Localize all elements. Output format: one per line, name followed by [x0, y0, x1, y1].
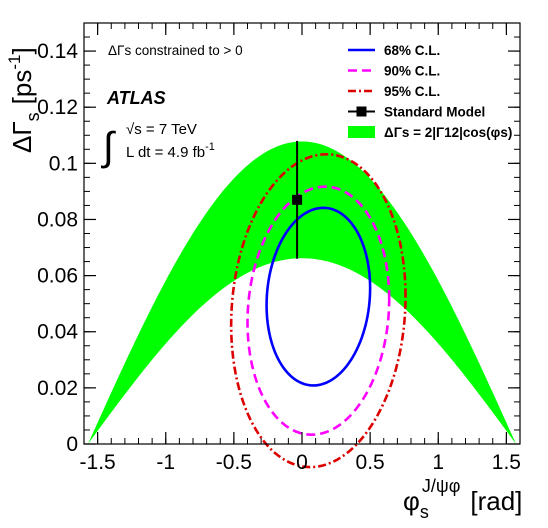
- legend-label: Standard Model: [384, 105, 485, 120]
- standard-model-point: [292, 140, 303, 259]
- y-tick-label: 0.14: [37, 40, 78, 63]
- contour-2: [246, 185, 391, 437]
- legend-swatch-marker: [356, 106, 367, 117]
- energy-label: √s = 7 TeV: [126, 121, 197, 138]
- y-tick-label: 0.04: [37, 321, 78, 344]
- y-tick-label: 0.12: [37, 96, 78, 119]
- y-tick-label: 0.1: [49, 152, 78, 175]
- x-tick-label: -0.5: [216, 451, 252, 474]
- legend-label: ΔΓs = 2|Γ12|cos(φs): [384, 125, 512, 140]
- x-tick-label: -1.5: [80, 451, 116, 474]
- constraint-note: ΔΓs constrained to > 0: [108, 43, 243, 58]
- y-tick-label: 0.06: [37, 265, 78, 288]
- sm-marker: [292, 194, 303, 205]
- contour-3: [229, 152, 407, 469]
- confidence-contours: [229, 152, 407, 469]
- legend-swatch-fill: [348, 126, 375, 138]
- legend-label: 68% C.L.: [384, 43, 440, 58]
- y-axis-ticks: 0 0.02 0.04 0.06 0.08 0.1 0.12 0.14: [37, 22, 520, 456]
- x-axis-title: φsJ/ψφ [rad]: [403, 476, 522, 522]
- legend: 68% C.L. 90% C.L. 95% C.L. Standard Model ΔΓ…: [348, 43, 512, 140]
- y-tick-label: 0.02: [37, 377, 78, 400]
- contour-1: [265, 206, 372, 387]
- x-axis-ticks: -1.5 -1 -0.5 0 0.5 1 1.5: [80, 23, 521, 474]
- x-tick-label: 1: [432, 451, 444, 474]
- legend-label: 95% C.L.: [384, 84, 440, 99]
- integral-symbol: ∫: [101, 125, 117, 169]
- x-tick-label: 0.5: [356, 451, 385, 474]
- y-tick-label: 0: [66, 433, 78, 456]
- y-axis-title: ΔΓs[ps-1]: [5, 47, 43, 153]
- x-tick-label: 0: [296, 451, 308, 474]
- atlas-label: ATLAS: [106, 88, 166, 108]
- luminosity-label: L dt = 4.9 fb-1: [126, 141, 215, 161]
- y-tick-label: 0.08: [37, 208, 78, 231]
- x-tick-label: 1.5: [492, 451, 521, 474]
- x-tick-label: -1: [156, 451, 175, 474]
- legend-label: 90% C.L.: [384, 64, 440, 79]
